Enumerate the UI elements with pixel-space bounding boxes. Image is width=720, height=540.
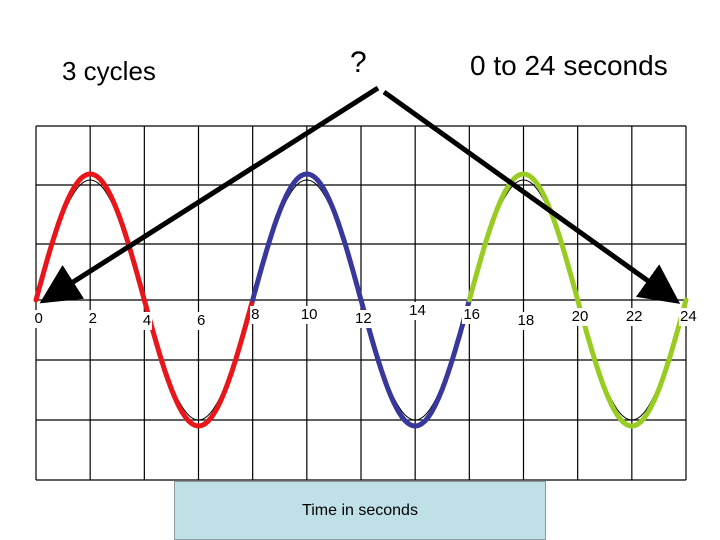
tick-label: 2 (87, 310, 98, 328)
cycle-2-wave (250, 171, 472, 429)
range-label: 0 to 24 seconds (470, 50, 668, 81)
question-mark: ? (350, 46, 367, 79)
tick-label: 22 (624, 308, 644, 326)
tick-label: 14 (408, 302, 427, 320)
tick-label: 8 (250, 306, 261, 324)
tick-label: 0 (33, 310, 44, 328)
tick-label: 18 (516, 312, 536, 330)
right-arrow (382, 89, 681, 304)
tick-label: 24 (679, 308, 698, 326)
time-label-box: Time in seconds (174, 481, 546, 540)
cycle-3-wave (466, 171, 689, 429)
time-axis-label: Time in seconds (302, 502, 418, 519)
cycle-1-wave (33, 171, 256, 429)
tick-label: 10 (299, 306, 319, 324)
left-arrow (39, 85, 380, 304)
tick-label: 6 (196, 312, 207, 330)
cycles-label: 3 cycles (62, 56, 156, 86)
tick-label: 16 (462, 306, 482, 324)
tick-label: 4 (141, 312, 153, 330)
colored-wave-cycles (33, 171, 689, 429)
arrows (39, 85, 681, 304)
tick-label: 12 (354, 310, 373, 328)
tick-label: 20 (570, 308, 590, 326)
